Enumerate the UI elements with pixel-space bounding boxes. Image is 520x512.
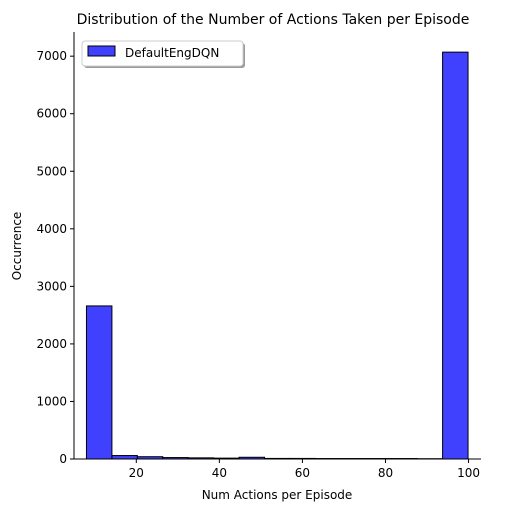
chart-title: Distribution of the Number of Actions Ta… xyxy=(77,12,470,28)
y-axis-ticks: 0 1000 2000 3000 4000 5000 6000 7000 xyxy=(36,49,74,466)
y-tick-label: 3000 xyxy=(36,279,67,293)
x-axis-label: Num Actions per Episode xyxy=(202,488,353,502)
x-tick-label: 100 xyxy=(457,466,480,480)
y-tick-label: 0 xyxy=(59,452,67,466)
x-tick-label: 60 xyxy=(295,466,310,480)
y-tick-label: 7000 xyxy=(36,49,67,63)
x-tick-label: 80 xyxy=(378,466,393,480)
x-axis-ticks: 20 40 60 80 100 xyxy=(129,459,480,480)
y-tick-label: 1000 xyxy=(36,394,67,408)
histogram-bar xyxy=(85,305,113,460)
histogram-bar xyxy=(442,51,469,460)
x-tick-label: 40 xyxy=(212,466,227,480)
y-tick-label: 2000 xyxy=(36,337,67,351)
y-tick-label: 6000 xyxy=(36,107,67,121)
legend: DefaultEngDQN xyxy=(81,40,245,68)
histogram-bar xyxy=(111,455,138,460)
legend-label: DefaultEngDQN xyxy=(125,46,219,60)
legend-swatch xyxy=(87,45,116,57)
legend-box xyxy=(81,40,244,67)
y-tick-label: 5000 xyxy=(36,164,67,178)
y-axis-label: Occurrence xyxy=(10,212,24,281)
x-tick-label: 20 xyxy=(129,466,144,480)
y-tick-label: 4000 xyxy=(36,222,67,236)
bars-group xyxy=(85,51,469,460)
